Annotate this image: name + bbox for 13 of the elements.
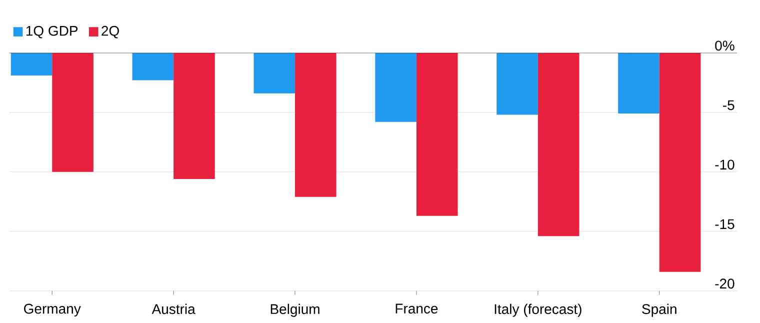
legend-label: 2Q [102,26,119,38]
x-tick-label: France [396,304,438,314]
x-tick-label: Austria [152,304,196,314]
y-tick-label: -10 [715,160,734,170]
legend-label: 1Q GDP [26,26,78,38]
y-tick-label: 0% [715,40,734,51]
y-tick-label: -15 [715,219,734,230]
y-tick-label: -5 [723,100,734,110]
x-tick-label: Italy (forecast) [494,304,582,317]
x-tick-label: Belgium [270,304,320,317]
x-tick-label: Germany [24,304,81,316]
y-tick-label: -20 [715,278,734,289]
x-tick-label: Spain [642,304,676,317]
